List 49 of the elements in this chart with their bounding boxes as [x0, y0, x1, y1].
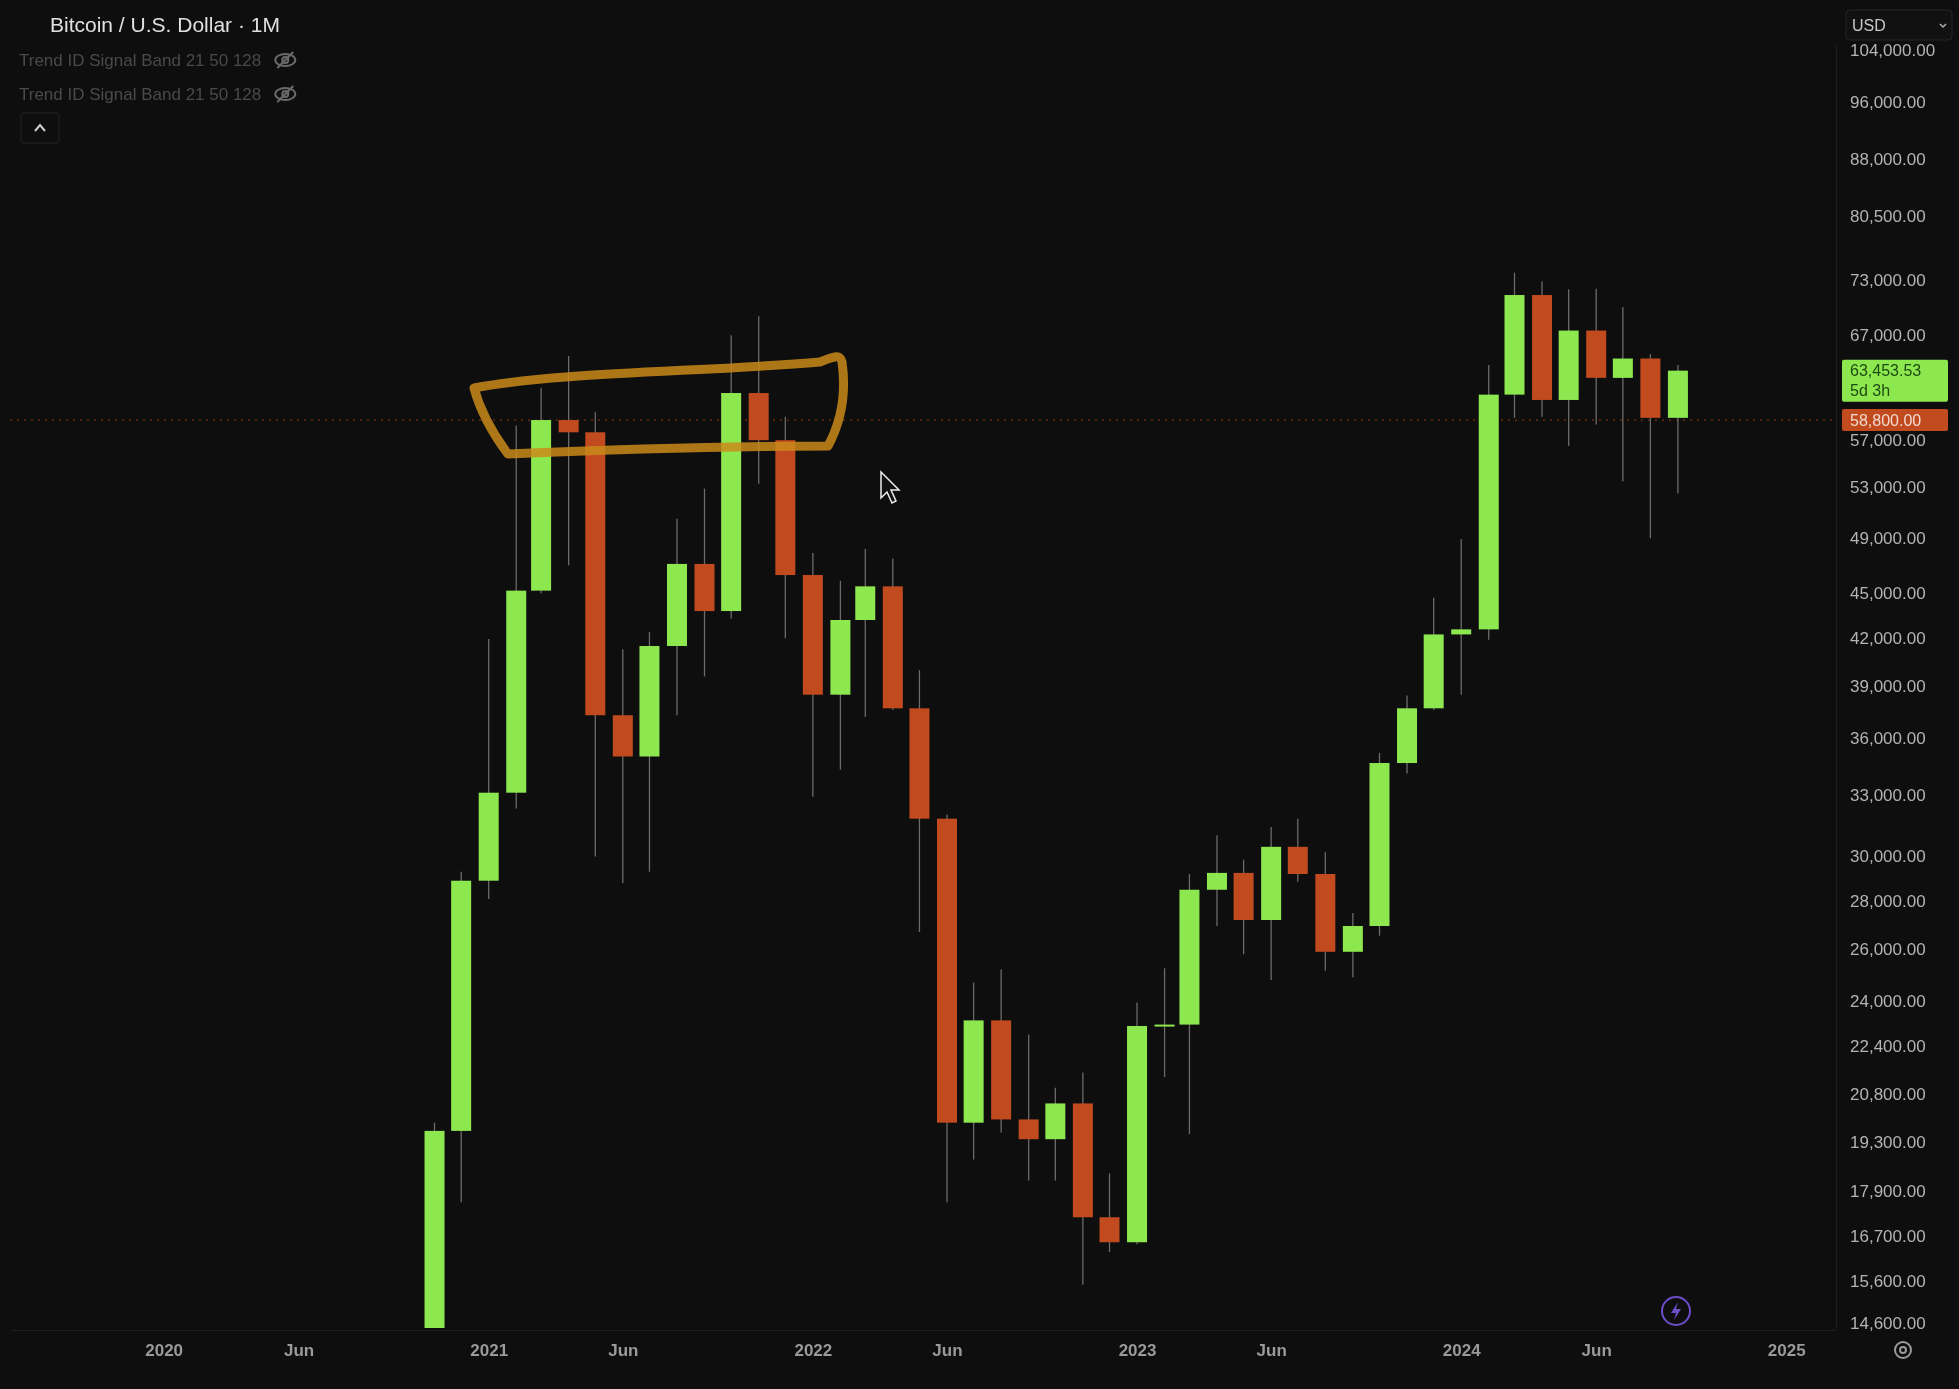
candlestick	[558, 355, 579, 566]
y-tick-label: 36,000.00	[1850, 729, 1926, 749]
candlestick	[1154, 967, 1175, 1078]
y-tick-label: 15,600.00	[1850, 1271, 1926, 1291]
x-tick-label: 2022	[794, 1341, 833, 1361]
y-tick-label: 53,000.00	[1850, 478, 1926, 498]
y-tick-label: 14,600.00	[1850, 1314, 1926, 1334]
y-tick-label: 26,000.00	[1850, 940, 1926, 960]
x-tick-label: Jun	[1581, 1341, 1612, 1361]
y-tick-label: 16,700.00	[1850, 1227, 1926, 1247]
x-tick-label: 2023	[1118, 1341, 1157, 1361]
y-tick-label: 73,000.00	[1850, 270, 1926, 290]
y-tick-label: 104,000.00	[1850, 41, 1936, 61]
y-tick-label: 39,000.00	[1850, 677, 1926, 697]
y-tick-label: 42,000.00	[1850, 629, 1926, 649]
x-tick-label: 2021	[470, 1341, 509, 1361]
candlestick	[1018, 1033, 1039, 1182]
annotation: Trend ID Signal Band 21 50 128	[19, 85, 262, 104]
x-tick-label: 2025	[1767, 1341, 1806, 1361]
ref-line-label: 58,800.00	[1850, 412, 1922, 430]
y-tick-label: 45,000.00	[1850, 584, 1926, 604]
x-tick-label: Jun	[1256, 1341, 1287, 1361]
y-tick-label: 49,000.00	[1850, 529, 1926, 549]
currency-selector: USD	[1845, 9, 1953, 41]
y-tick-label: 96,000.00	[1850, 93, 1926, 113]
y-tick-label: 67,000.00	[1850, 326, 1926, 346]
x-tick-label: 2024	[1442, 1341, 1482, 1361]
text: 5d 3h	[1850, 381, 1891, 399]
y-tick-label: 19,300.00	[1850, 1133, 1926, 1153]
x-tick-label: 2020	[145, 1341, 184, 1361]
x-tick-label: Jun	[284, 1341, 315, 1361]
y-tick-label: 88,000.00	[1850, 149, 1926, 169]
y-tick-label: 57,000.00	[1850, 431, 1926, 451]
annotation: Trend ID Signal Band 21 50 128	[19, 51, 262, 70]
y-tick-label: 20,800.00	[1850, 1084, 1926, 1104]
y-tick-label: 17,900.00	[1850, 1182, 1926, 1202]
y-tick-label: 80,500.00	[1850, 207, 1926, 227]
y-tick-label: 22,400.00	[1850, 1036, 1926, 1056]
candlestick	[1206, 834, 1227, 927]
text: 63,453.53	[1850, 361, 1922, 379]
y-tick-label: 28,000.00	[1850, 892, 1926, 912]
candlestick	[1612, 306, 1633, 482]
y-tick-label: 33,000.00	[1850, 785, 1926, 805]
y-tick-label: 24,000.00	[1850, 992, 1926, 1012]
chart-title: Bitcoin / U.S. Dollar · 1M	[50, 13, 280, 36]
x-tick-label: Jun	[932, 1341, 963, 1361]
y-tick-label: 30,000.00	[1850, 847, 1926, 867]
candlestick	[1451, 538, 1472, 696]
x-tick-label: Jun	[608, 1341, 639, 1361]
